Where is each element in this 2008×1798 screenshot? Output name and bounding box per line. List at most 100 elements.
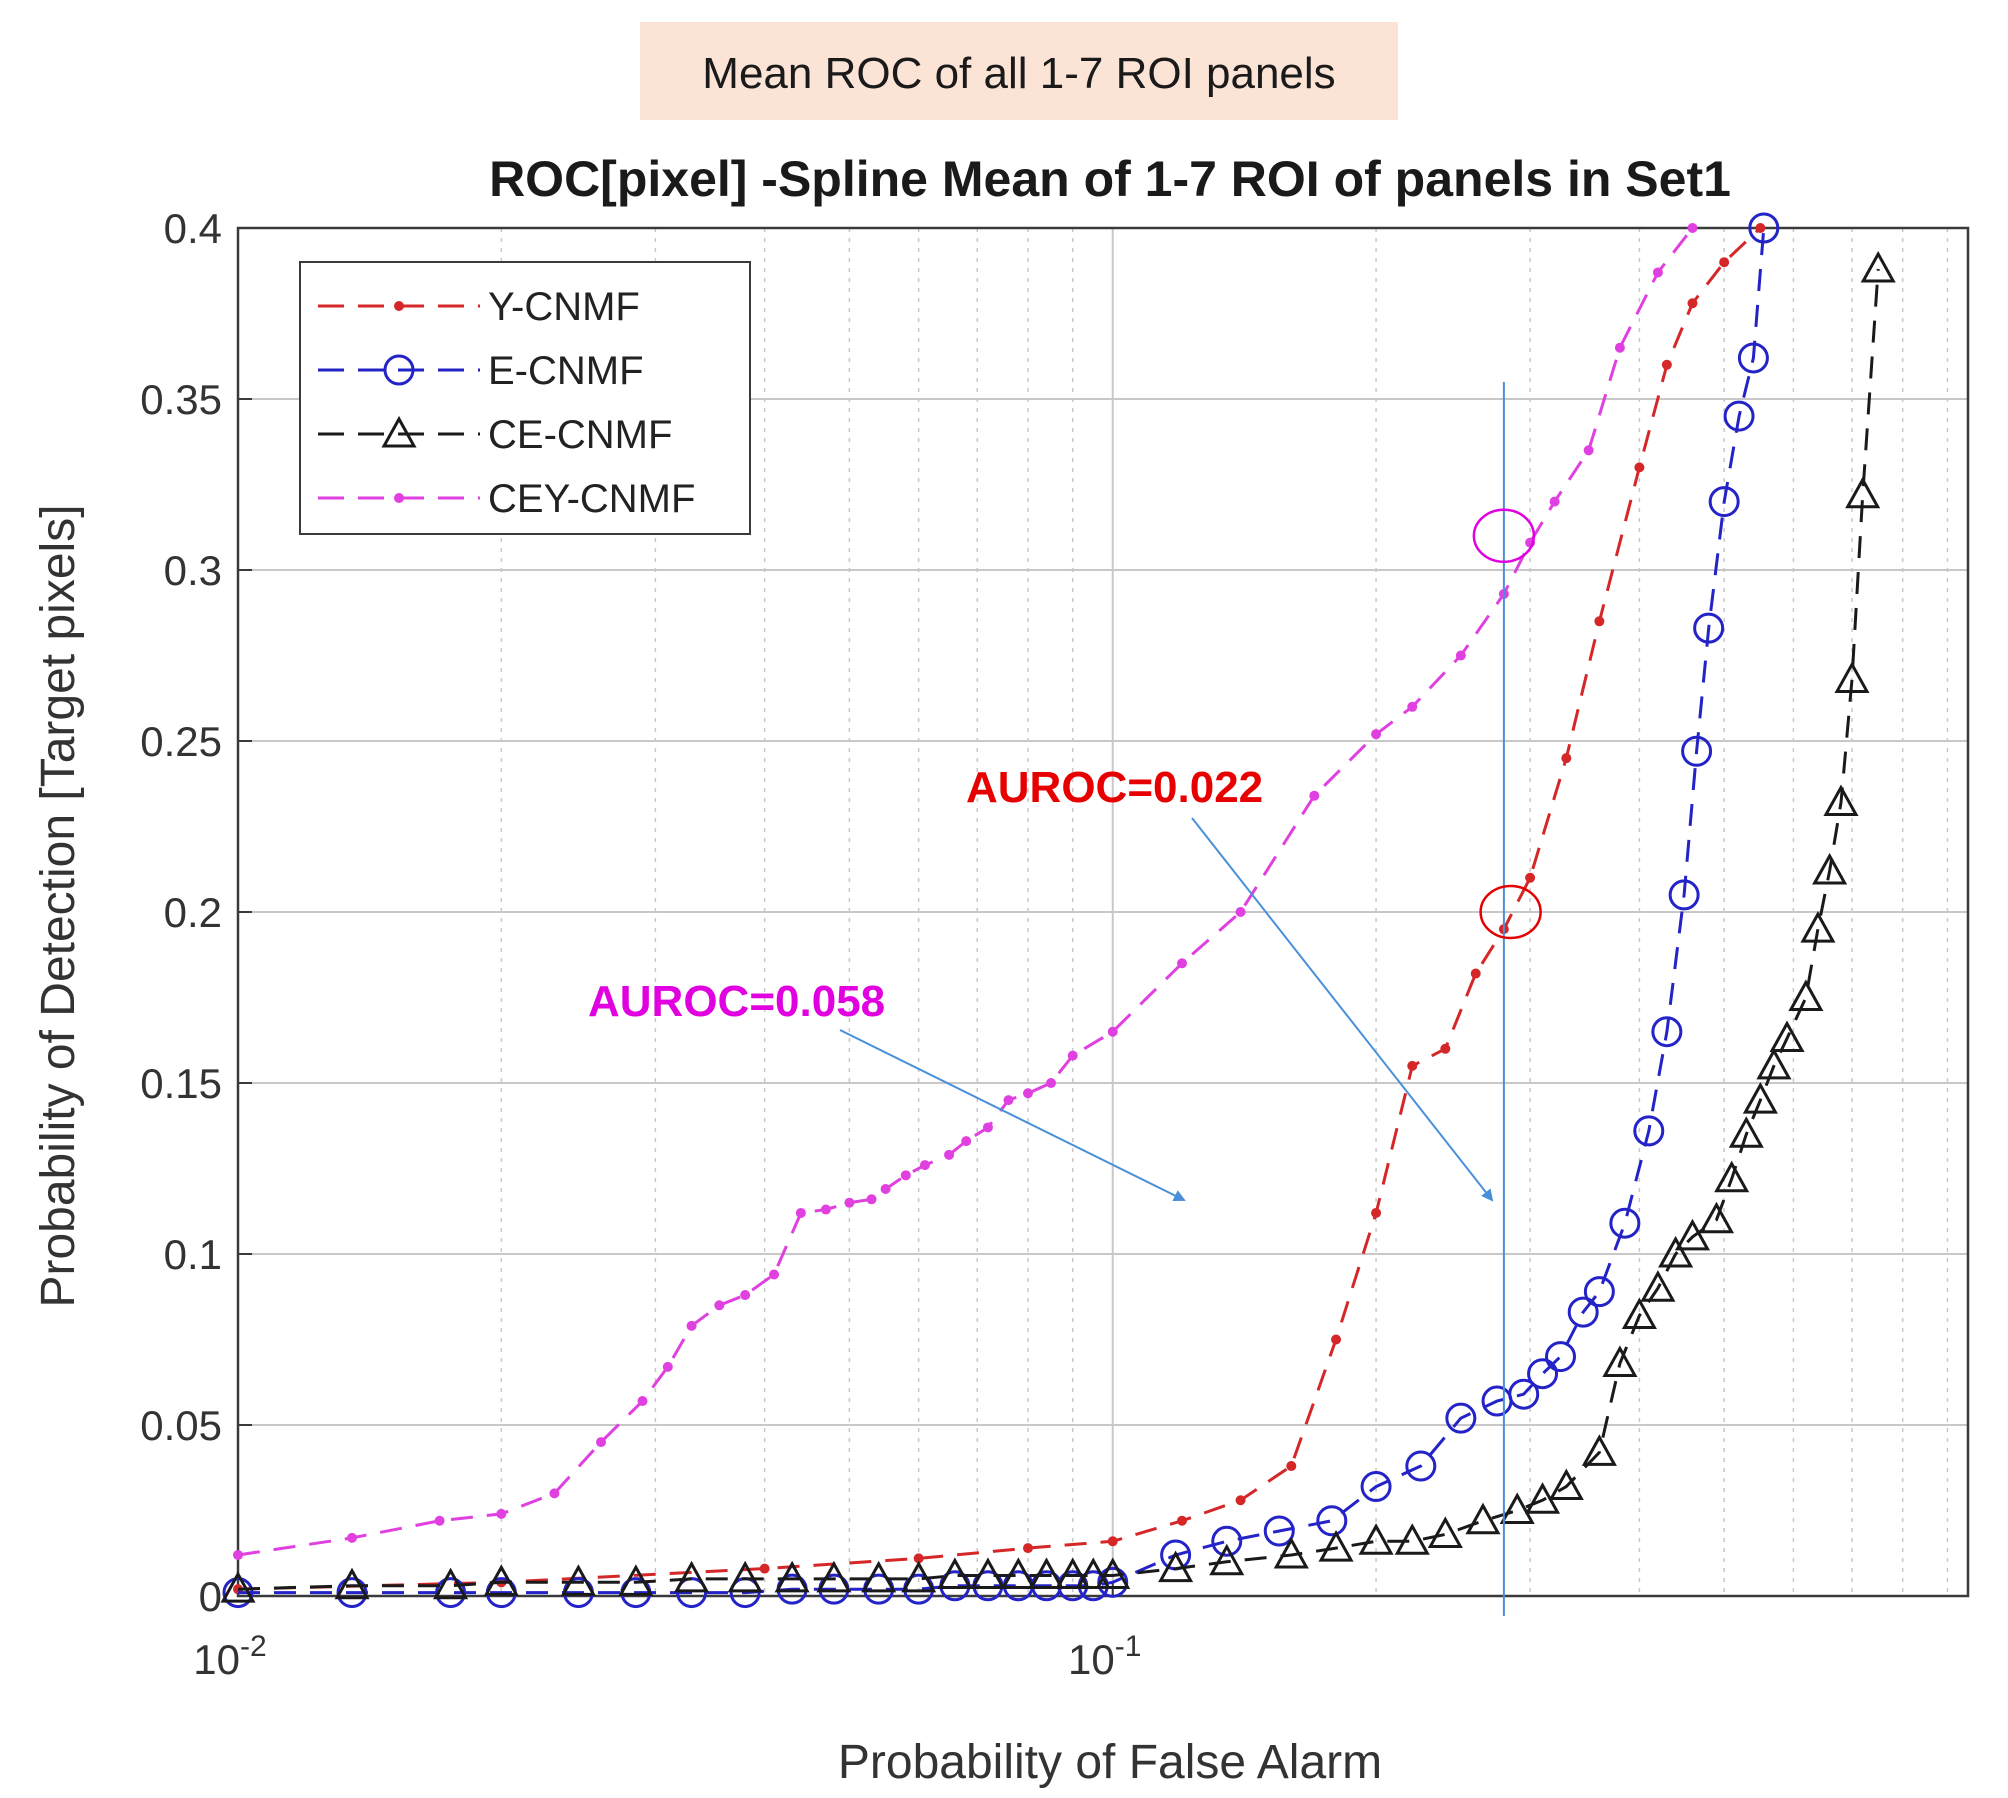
y-tick-label: 0 xyxy=(199,1573,222,1620)
data-point-ce-cnmf xyxy=(1800,911,1836,943)
y-axis-ticks: 0 0.05 0.1 0.15 0.2 0.25 0.3 0.35 0.4 xyxy=(140,205,252,1620)
x-axis-label: Probability of False Alarm xyxy=(838,1736,1382,1789)
data-point-e-cnmf xyxy=(435,1577,467,1609)
series-line-ce-cnmf xyxy=(237,268,1880,1591)
data-point-ce-cnmf xyxy=(618,1564,654,1596)
data-point-y-cnmf xyxy=(759,1563,770,1574)
data-point-cey-cnmf xyxy=(769,1269,780,1280)
data-point-cey-cnmf xyxy=(595,1437,606,1448)
data-point-cey-cnmf xyxy=(1583,445,1594,456)
data-point-ce-cnmf xyxy=(674,1560,710,1593)
data-point-cey-cnmf xyxy=(549,1488,560,1499)
data-point-ce-cnmf xyxy=(1273,1536,1309,1569)
legend-label-y-cnmf: Y-CNMF xyxy=(488,285,640,329)
data-point-e-cnmf xyxy=(336,1577,368,1609)
data-point-cey-cnmf xyxy=(637,1396,648,1407)
data-point-y-cnmf xyxy=(1687,298,1698,309)
data-point-cey-cnmf xyxy=(880,1184,891,1195)
data-point-cey-cnmf xyxy=(1371,729,1382,740)
data-point-cey-cnmf xyxy=(1022,1088,1033,1099)
reference-layer xyxy=(839,381,1542,1616)
data-point-y-cnmf xyxy=(1286,1461,1297,1472)
data-point-ce-cnmf xyxy=(861,1560,897,1593)
data-point-ce-cnmf xyxy=(483,1564,519,1596)
y-tick-label: 0.4 xyxy=(164,205,222,252)
data-point-y-cnmf xyxy=(1755,223,1766,233)
data-point-ce-cnmf xyxy=(1548,1468,1584,1501)
chart-title: ROC[pixel] -Spline Mean of 1-7 ROI of pa… xyxy=(489,151,1731,207)
data-point-e-cnmf xyxy=(222,1577,254,1609)
data-point-ce-cnmf xyxy=(1756,1047,1792,1080)
highlight-ellipse-y-cnmf xyxy=(1479,884,1542,940)
data-point-ce-cnmf xyxy=(1499,1492,1535,1524)
legend-label-ce-cnmf: CE-CNMF xyxy=(488,413,672,457)
data-point-e-cnmf xyxy=(1748,212,1780,244)
y-tick-label: 0.3 xyxy=(164,547,222,594)
data-point-y-cnmf xyxy=(1594,616,1605,627)
data-point-ce-cnmf xyxy=(433,1567,469,1600)
data-point-ce-cnmf xyxy=(560,1564,596,1596)
data-point-cey-cnmf xyxy=(1003,1095,1014,1106)
auroc-annotation-ycnmf: AUROC=0.022 xyxy=(966,763,1263,812)
y-tick-label: 0.25 xyxy=(140,718,222,765)
legend-marker-y-cnmf xyxy=(394,301,404,311)
data-point-cey-cnmf xyxy=(866,1194,877,1205)
data-point-y-cnmf xyxy=(1661,359,1672,370)
data-point-e-cnmf xyxy=(1211,1525,1243,1557)
data-point-y-cnmf xyxy=(1177,1515,1188,1526)
series-cey-cnmf xyxy=(233,223,1698,1560)
data-point-e-cnmf xyxy=(1681,735,1713,767)
series-line-cey-cnmf xyxy=(237,227,1694,1557)
data-point-cey-cnmf xyxy=(1549,496,1560,507)
data-point-ce-cnmf xyxy=(901,1560,937,1593)
data-point-y-cnmf xyxy=(1107,1536,1118,1547)
highlight-ellipse-cey-cnmf xyxy=(1472,508,1536,564)
legend-marker-ce-cnmf xyxy=(381,415,417,448)
data-point-ce-cnmf xyxy=(1698,1201,1735,1234)
data-point-y-cnmf xyxy=(1634,462,1645,473)
data-point-y-cnmf xyxy=(1719,257,1730,268)
data-point-ce-cnmf xyxy=(220,1571,256,1603)
data-point-cey-cnmf xyxy=(1177,958,1188,969)
banner-text: Mean ROC of all 1-7 ROI panels xyxy=(702,49,1335,98)
data-point-cey-cnmf xyxy=(982,1122,993,1133)
data-point-y-cnmf xyxy=(1561,753,1572,764)
data-point-ce-cnmf xyxy=(1860,250,1896,283)
data-point-ce-cnmf xyxy=(1769,1020,1805,1053)
legend: Y-CNMF E-CNMF CE-CNMF CEY-CNMF xyxy=(299,261,751,535)
data-point-ce-cnmf xyxy=(1394,1523,1430,1555)
data-point-ce-cnmf xyxy=(1095,1557,1131,1589)
data-point-e-cnmf xyxy=(1723,400,1755,432)
data-point-cey-cnmf xyxy=(919,1160,930,1171)
auroc-annotation-ceycnmf: AUROC=0.058 xyxy=(588,977,885,1026)
data-point-ce-cnmf xyxy=(1674,1218,1711,1251)
data-point-ce-cnmf xyxy=(1728,1116,1764,1148)
data-point-ce-cnmf xyxy=(1658,1235,1694,1268)
data-point-e-cnmf xyxy=(1693,612,1725,644)
data-point-ce-cnmf xyxy=(1075,1557,1111,1589)
data-point-y-cnmf xyxy=(1407,1060,1418,1071)
series-line-e-cnmf xyxy=(238,227,1766,1595)
data-point-e-cnmf xyxy=(1445,1402,1477,1434)
data-point-ce-cnmf xyxy=(1318,1530,1354,1562)
data-point-ce-cnmf xyxy=(1812,852,1848,885)
data-point-e-cnmf xyxy=(1708,486,1740,518)
data-point-cey-cnmf xyxy=(961,1136,972,1147)
data-point-y-cnmf xyxy=(1440,1043,1451,1054)
series-layer xyxy=(220,212,1896,1609)
annotations: AUROC=0.058 AUROC=0.022 xyxy=(588,763,1263,1026)
legend-label-e-cnmf: E-CNMF xyxy=(488,349,644,393)
data-point-y-cnmf xyxy=(1331,1334,1342,1345)
y-tick-label: 0.35 xyxy=(140,376,222,423)
data-point-e-cnmf xyxy=(1508,1378,1540,1410)
data-point-ce-cnmf xyxy=(1602,1345,1638,1377)
data-point-ce-cnmf xyxy=(816,1560,852,1593)
data-point-cey-cnmf xyxy=(740,1290,751,1301)
data-point-cey-cnmf xyxy=(944,1149,955,1160)
data-point-cey-cnmf xyxy=(1107,1026,1118,1037)
banner: Mean ROC of all 1-7 ROI panels xyxy=(640,22,1398,120)
data-point-y-cnmf xyxy=(1235,1495,1246,1506)
data-point-y-cnmf xyxy=(1525,872,1536,883)
data-point-e-cnmf xyxy=(1609,1207,1641,1239)
